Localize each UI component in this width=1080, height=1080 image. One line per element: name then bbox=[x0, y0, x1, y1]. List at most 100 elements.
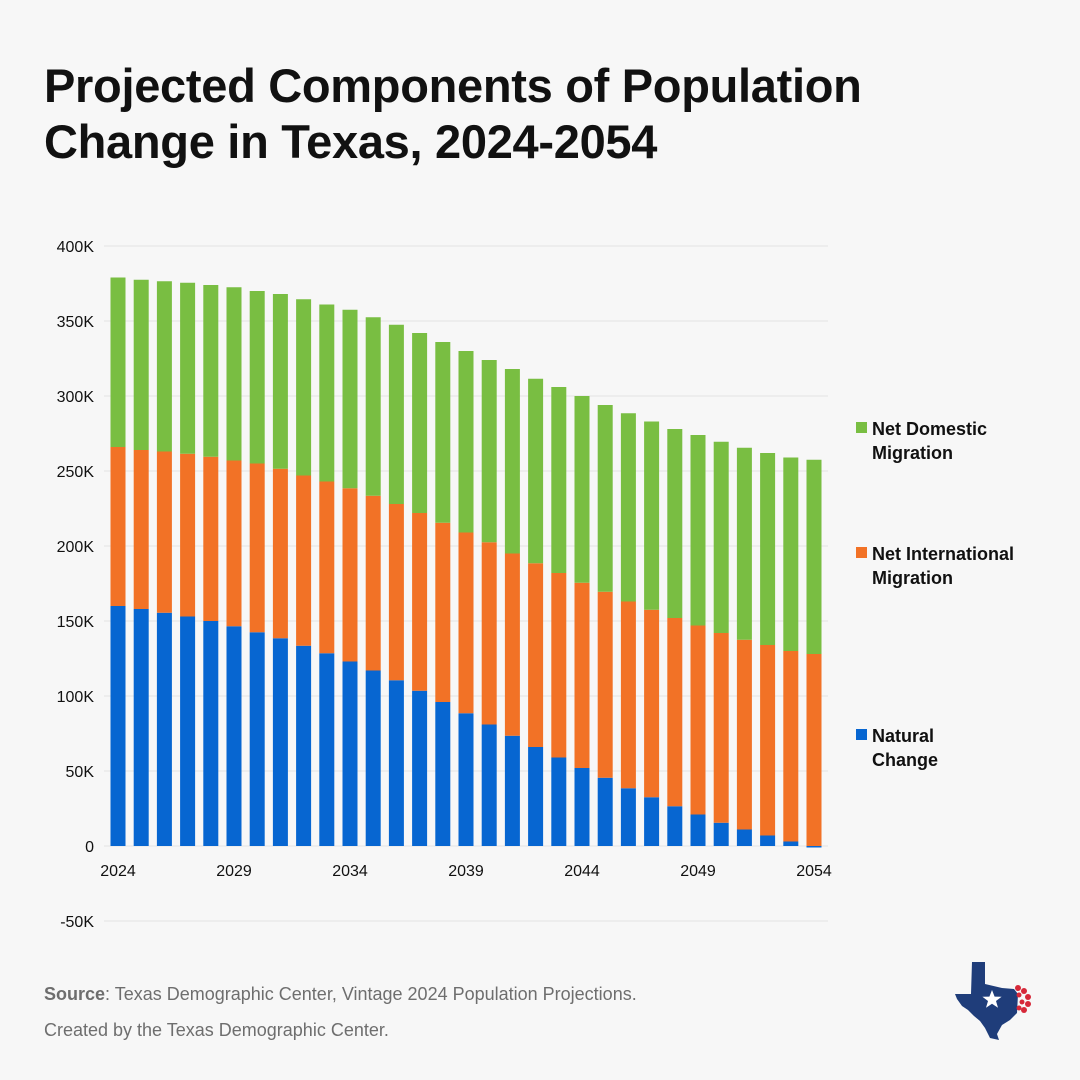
bar-net-domestic-migration-2040 bbox=[481, 360, 497, 543]
bar-net-international-migration-2036 bbox=[388, 504, 404, 681]
bar-net-international-migration-2025 bbox=[133, 450, 149, 609]
y-tick-label: 200K bbox=[57, 539, 95, 556]
bar-net-international-migration-2044 bbox=[574, 582, 590, 768]
x-tick-label: 2044 bbox=[564, 863, 600, 880]
bar-natural-change-2032 bbox=[296, 645, 312, 846]
bar-net-international-migration-2049 bbox=[690, 625, 706, 815]
y-tick-label: 50K bbox=[66, 764, 95, 781]
y-tick-label: 100K bbox=[57, 689, 95, 706]
legend-label-natural-change: Natural Change bbox=[872, 726, 938, 770]
bar-net-international-migration-2042 bbox=[528, 563, 544, 747]
bar-net-domestic-migration-2054 bbox=[806, 459, 822, 654]
bar-natural-change-2034 bbox=[342, 661, 358, 846]
bar-net-domestic-migration-2046 bbox=[620, 413, 636, 602]
bar-net-international-migration-2051 bbox=[736, 639, 752, 830]
bar-net-international-migration-2046 bbox=[620, 601, 636, 789]
source-note: Source: Texas Demographic Center, Vintag… bbox=[44, 976, 637, 1048]
bar-net-domestic-migration-2048 bbox=[667, 429, 683, 618]
bar-net-international-migration-2029 bbox=[226, 460, 242, 627]
bar-natural-change-2051 bbox=[736, 829, 752, 846]
bar-natural-change-2049 bbox=[690, 814, 706, 846]
bar-net-domestic-migration-2049 bbox=[690, 435, 706, 626]
bar-net-international-migration-2050 bbox=[713, 633, 729, 823]
bar-net-domestic-migration-2029 bbox=[226, 287, 242, 461]
bar-net-domestic-migration-2039 bbox=[458, 351, 474, 533]
bar-natural-change-2050 bbox=[713, 822, 729, 846]
legend-swatch-net-domestic-migration bbox=[856, 422, 867, 433]
y-tick-label: 300K bbox=[57, 389, 95, 406]
bar-natural-change-2038 bbox=[435, 702, 451, 846]
bar-net-domestic-migration-2037 bbox=[412, 333, 428, 513]
bar-net-domestic-migration-2032 bbox=[296, 299, 312, 476]
bar-natural-change-2041 bbox=[504, 735, 520, 846]
flower-icon bbox=[1015, 985, 1031, 1013]
y-tick-label: 150K bbox=[57, 614, 95, 631]
bar-natural-change-2029 bbox=[226, 626, 242, 846]
bar-net-international-migration-2038 bbox=[435, 522, 451, 702]
x-tick-label: 2034 bbox=[332, 863, 368, 880]
bar-net-international-migration-2030 bbox=[249, 463, 265, 633]
bar-natural-change-2036 bbox=[388, 680, 404, 846]
source-text: : Texas Demographic Center, Vintage 2024… bbox=[105, 984, 637, 1004]
bar-net-international-migration-2033 bbox=[319, 481, 335, 654]
bar-natural-change-2031 bbox=[272, 638, 288, 846]
bar-net-domestic-migration-2028 bbox=[203, 285, 219, 457]
bar-net-international-migration-2048 bbox=[667, 618, 683, 807]
bar-natural-change-2048 bbox=[667, 806, 683, 846]
bar-natural-change-2045 bbox=[597, 777, 613, 846]
bar-net-domestic-migration-2038 bbox=[435, 342, 451, 523]
x-tick-label: 2029 bbox=[216, 863, 252, 880]
legend: Natural Change Net International Migration N… bbox=[856, 419, 1014, 770]
y-tick-label: 0 bbox=[85, 839, 94, 856]
bar-net-domestic-migration-2045 bbox=[597, 405, 613, 592]
bar-natural-change-2052 bbox=[760, 835, 776, 846]
bar-natural-change-2053 bbox=[783, 841, 799, 846]
bar-net-international-migration-2028 bbox=[203, 456, 219, 621]
bar-net-international-migration-2052 bbox=[760, 645, 776, 836]
bar-net-international-migration-2039 bbox=[458, 532, 474, 714]
bar-net-international-migration-2037 bbox=[412, 513, 428, 691]
y-tick-label: 250K bbox=[57, 464, 95, 481]
bar-natural-change-2035 bbox=[365, 670, 381, 846]
bar-net-international-migration-2032 bbox=[296, 475, 312, 646]
bar-natural-change-2044 bbox=[574, 768, 590, 846]
star-icon bbox=[982, 990, 1002, 1008]
bar-net-domestic-migration-2030 bbox=[249, 291, 265, 464]
bar-net-domestic-migration-2044 bbox=[574, 396, 590, 583]
x-axis-tick-labels: 2024 2029 2034 2039 2044 2049 2054 bbox=[100, 863, 832, 880]
bar-natural-change-2040 bbox=[481, 724, 497, 846]
bar-net-international-migration-2045 bbox=[597, 591, 613, 778]
source-label: Source bbox=[44, 984, 106, 1004]
bar-net-domestic-migration-2027 bbox=[180, 282, 196, 454]
bar-net-international-migration-2024 bbox=[110, 447, 126, 606]
texas-demographic-center-logo bbox=[955, 962, 1031, 1040]
credit-text: Created by the Texas Demographic Center. bbox=[44, 1020, 389, 1040]
x-tick-label: 2039 bbox=[448, 863, 484, 880]
bar-net-domestic-migration-2034 bbox=[342, 309, 358, 489]
bar-net-domestic-migration-2041 bbox=[504, 369, 520, 554]
bar-net-domestic-migration-2051 bbox=[736, 447, 752, 640]
bar-natural-change-2024 bbox=[110, 606, 126, 846]
bar-net-domestic-migration-2036 bbox=[388, 324, 404, 504]
bar-natural-change-2037 bbox=[412, 690, 428, 846]
bar-net-domestic-migration-2024 bbox=[110, 277, 126, 447]
y-axis-tick-labels: -50K 0 50K 100K 150K 200K 250K 300K 350K 400K bbox=[57, 239, 95, 931]
legend-label-net-international-migration: Net International Migration bbox=[872, 544, 1014, 588]
bar-net-international-migration-2054 bbox=[806, 654, 822, 846]
bar-net-domestic-migration-2052 bbox=[760, 453, 776, 645]
bar-natural-change-2033 bbox=[319, 653, 335, 846]
bar-natural-change-2042 bbox=[528, 747, 544, 846]
bar-net-international-migration-2047 bbox=[644, 609, 660, 798]
chart-title: Projected Components of Population Chang… bbox=[44, 59, 862, 168]
x-tick-label: 2049 bbox=[680, 863, 716, 880]
bar-net-international-migration-2043 bbox=[551, 573, 567, 758]
bar-net-domestic-migration-2033 bbox=[319, 304, 335, 482]
bar-net-domestic-migration-2031 bbox=[272, 294, 288, 469]
legend-swatch-natural-change bbox=[856, 729, 867, 740]
bar-net-domestic-migration-2026 bbox=[156, 281, 172, 452]
y-tick-label: 400K bbox=[57, 239, 95, 256]
bar-net-domestic-migration-2050 bbox=[713, 441, 729, 633]
bar-net-domestic-migration-2025 bbox=[133, 279, 149, 450]
bar-net-international-migration-2034 bbox=[342, 488, 358, 662]
